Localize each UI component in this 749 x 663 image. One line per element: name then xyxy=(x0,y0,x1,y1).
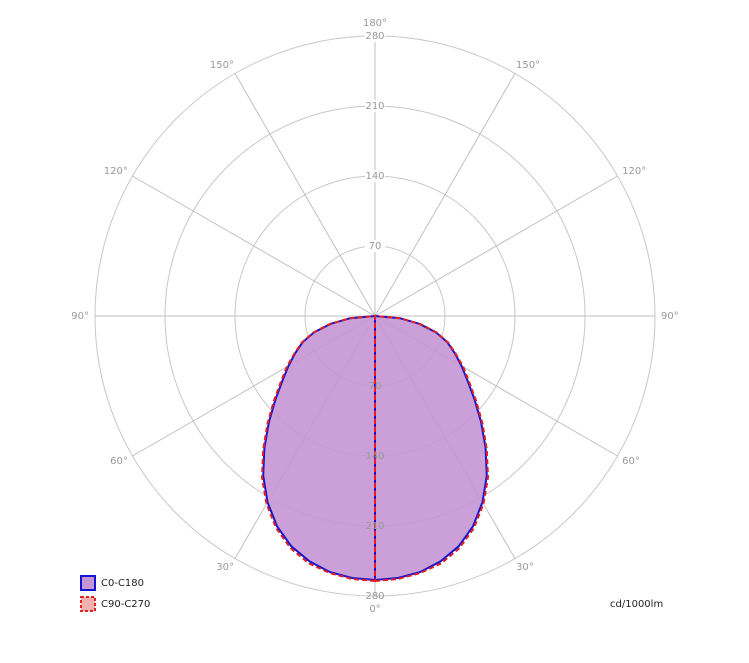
r-tick-label: 210 xyxy=(365,521,384,532)
label-bg xyxy=(365,100,385,112)
angle-label: 150° xyxy=(210,60,234,71)
r-tick-label: 280 xyxy=(365,31,384,42)
polar-curve xyxy=(374,314,490,583)
angle-label: 60° xyxy=(110,456,128,467)
angle-label: 60° xyxy=(622,456,640,467)
r-tick-label: 210 xyxy=(365,101,384,112)
angle-label: 0° xyxy=(369,604,380,615)
angle-label: 180° xyxy=(363,18,387,29)
unit-label: cd/1000lm xyxy=(610,599,663,610)
spoke xyxy=(374,73,516,317)
angle-label: 120° xyxy=(104,166,128,177)
angle-label: 30° xyxy=(516,562,534,573)
angle-label: 120° xyxy=(622,166,646,177)
legend-swatch xyxy=(80,596,96,612)
polar-curve xyxy=(260,314,376,583)
legend-label: C90-C270 xyxy=(101,599,150,610)
label-bg xyxy=(365,30,385,42)
r-tick-label: 70 xyxy=(369,381,382,392)
r-tick-label: 280 xyxy=(365,591,384,602)
label-bg xyxy=(365,240,385,252)
angle-label: 90° xyxy=(661,311,679,322)
r-tick-label: 140 xyxy=(365,451,384,462)
angle-label: 30° xyxy=(216,562,234,573)
label-bg xyxy=(365,170,385,182)
polar-curve xyxy=(374,314,488,582)
spoke xyxy=(132,175,376,317)
spoke xyxy=(234,73,376,317)
spoke xyxy=(374,175,618,317)
legend-label: C0-C180 xyxy=(101,578,144,589)
r-tick-label: 140 xyxy=(365,171,384,182)
r-tick-label: 70 xyxy=(369,241,382,252)
angle-label: 90° xyxy=(71,311,89,322)
angle-label: 150° xyxy=(516,60,540,71)
legend-swatch xyxy=(80,575,96,591)
polar-curve xyxy=(262,314,376,582)
